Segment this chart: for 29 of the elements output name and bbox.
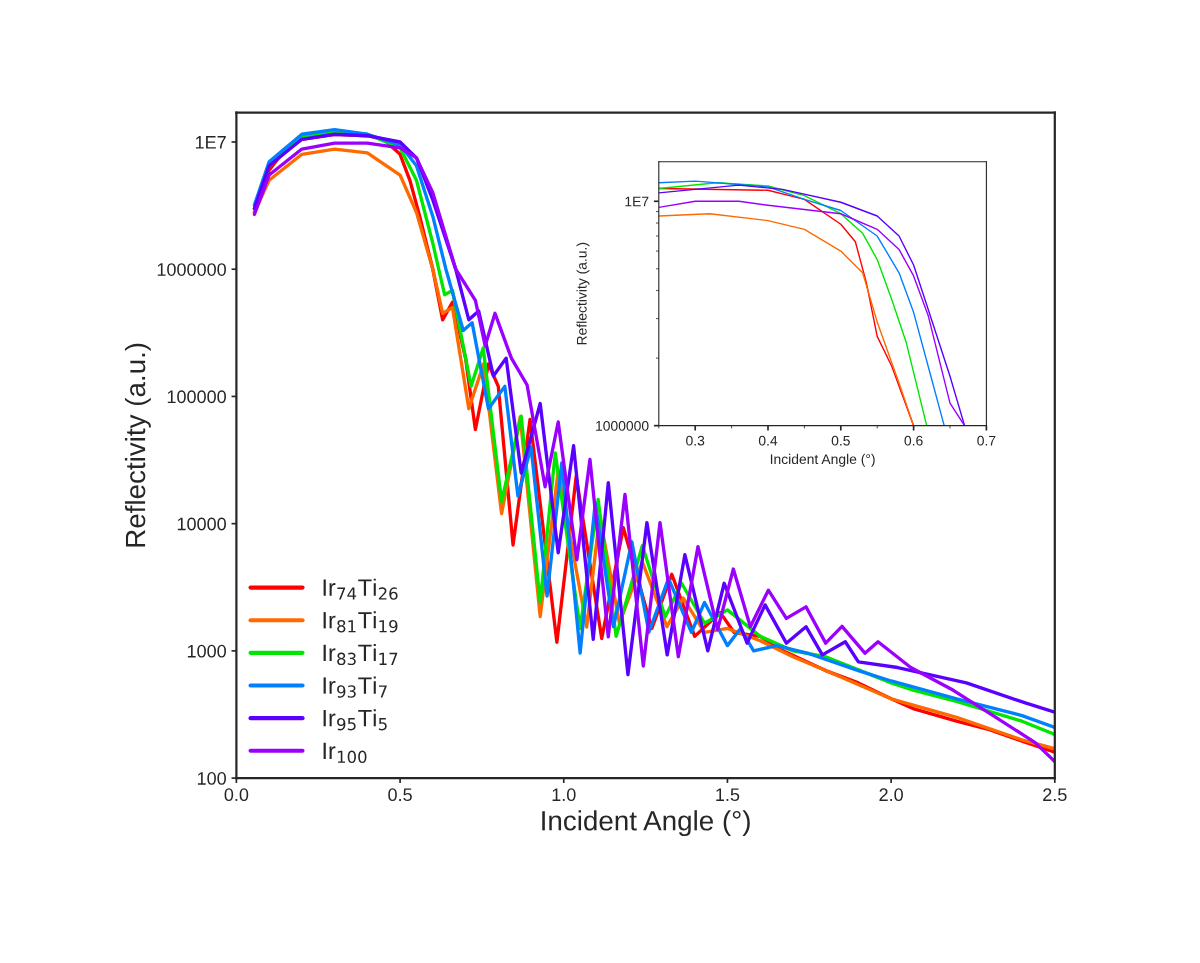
legend-label: Ir$_{74}$Ti$_{26}$ (323, 578, 398, 600)
y-tick-label: 1E7 (625, 196, 649, 207)
y-tick-label: 1000000 (596, 420, 649, 431)
x-tick-label: 2.5 (1043, 788, 1067, 802)
x-tick-label: 1.5 (716, 788, 740, 802)
y-tick-label: 10000 (177, 517, 226, 531)
legend-label: Ir$_{93}$Ti$_{7}$ (323, 676, 387, 698)
x-axis-title: Incident Angle (°) (542, 810, 750, 837)
x-tick-label: 0.3 (686, 435, 705, 446)
legend-label: Ir$_{81}$Ti$_{19}$ (323, 611, 398, 633)
y-tick-label: 100 (197, 772, 226, 785)
x-tick-label: 0.0 (224, 788, 249, 802)
y-tick-label: 1000000 (157, 263, 226, 276)
x-tick-label: 2.0 (879, 788, 903, 802)
y-tick-label: 1000 (187, 644, 226, 658)
x-tick-label: 1.0 (552, 788, 576, 802)
legend-label: Ir$_{83}$Ti$_{17}$ (323, 643, 398, 666)
legend-label: Ir$_{100}$ (323, 742, 367, 764)
y-axis-title: Reflectivity (a.u.) (124, 343, 151, 547)
x-tick-label: 0.4 (758, 435, 778, 446)
x-tick-label: 0.5 (831, 435, 850, 446)
y-tick-label: 100000 (167, 390, 226, 404)
y-axis-title: Reflectivity (a.u.) (576, 242, 590, 345)
y-tick-label: 1E7 (195, 136, 226, 149)
x-tick-label: 0.5 (388, 788, 412, 802)
x-tick-label: 0.6 (904, 435, 923, 446)
x-axis-title: Incident Angle (°) (770, 453, 875, 467)
legend-label: Ir$_{95}$Ti$_{5}$ (323, 709, 387, 731)
x-tick-label: 0.7 (977, 435, 996, 446)
